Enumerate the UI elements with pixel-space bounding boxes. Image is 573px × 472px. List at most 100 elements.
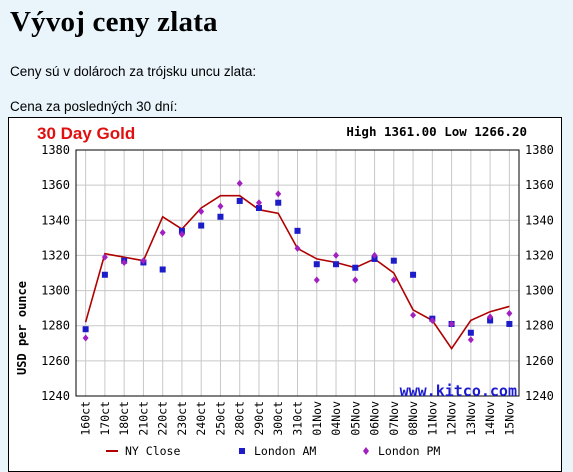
- y-axis-right: 1380 1360 1340 1320 1300 1280 1260 1240: [525, 143, 554, 403]
- point-london-pm: [313, 276, 320, 284]
- point-london-pm: [448, 320, 455, 328]
- point-london-pm: [410, 311, 417, 319]
- y-axis-label: USD per ounce: [15, 281, 29, 375]
- x-tick-label: 240ct: [194, 401, 208, 436]
- legend-label: NY Close: [125, 444, 180, 458]
- point-london-am: [275, 199, 282, 206]
- point-london-pm: [371, 251, 378, 259]
- x-tick-label: 11Nov: [425, 401, 439, 436]
- point-london-am: [352, 264, 359, 271]
- x-tick-label: 310ct: [291, 401, 305, 436]
- point-london-pm: [467, 336, 474, 344]
- point-london-pm: [198, 208, 205, 215]
- y-tick-label-left: 1280: [41, 319, 70, 333]
- point-london-am: [178, 227, 185, 234]
- x-tick-label: 280ct: [233, 401, 247, 436]
- point-london-am: [333, 261, 340, 268]
- page-title: Vývoj ceny zlata: [10, 6, 218, 38]
- y-tick-label-right: 1260: [525, 354, 554, 368]
- x-tick-label: 15Nov: [502, 401, 516, 436]
- x-tick-label: 01Nov: [310, 401, 324, 436]
- point-london-am: [390, 257, 397, 264]
- point-london-am: [159, 266, 166, 273]
- series-layer: [82, 179, 513, 351]
- point-london-pm: [121, 258, 128, 266]
- x-tick-label: 13Nov: [464, 401, 478, 436]
- point-london-am: [487, 317, 494, 324]
- point-london-pm: [275, 190, 282, 198]
- y-axis-left: 1380 1360 1340 1320 1300 1280 1260 1240: [41, 143, 70, 403]
- y-tick-label-left: 1300: [41, 284, 70, 298]
- x-tick-label: 300ct: [271, 401, 285, 436]
- y-tick-label-right: 1300: [525, 284, 554, 298]
- period-label: Cena za posledných 30 dní:: [10, 99, 178, 114]
- point-london-pm: [255, 199, 262, 207]
- y-tick-label-left: 1340: [41, 213, 70, 227]
- x-tick-label: 12Nov: [445, 401, 459, 436]
- y-tick-label-left: 1320: [41, 248, 70, 262]
- point-london-am: [255, 204, 262, 211]
- x-tick-label: 07Nov: [387, 401, 401, 436]
- legend-label: London PM: [378, 444, 440, 458]
- y-tick-label-right: 1240: [525, 389, 554, 403]
- kitco-watermark: www.kitco.com: [400, 382, 517, 400]
- chart-title: 30 Day Gold: [37, 124, 135, 143]
- point-london-am: [506, 320, 513, 327]
- x-tick-label: 250ct: [213, 401, 227, 436]
- y-tick-label-right: 1380: [525, 143, 554, 157]
- x-tick-label: 210ct: [136, 401, 150, 436]
- gold-price-chart: 1380 1360 1340 1320 1300 1280 1260 1240 1380 136…: [8, 117, 562, 472]
- legend-swatch-london-am: [239, 448, 245, 454]
- point-london-pm: [101, 253, 108, 261]
- x-tick-label: 05Nov: [348, 401, 362, 436]
- point-london-am: [371, 255, 378, 262]
- intro-text: Ceny sú v dolároch za trójsku uncu zlata…: [10, 64, 257, 79]
- y-tick-label-right: 1360: [525, 178, 554, 192]
- point-london-pm: [159, 229, 166, 237]
- y-tick-label-left: 1380: [41, 143, 70, 157]
- plot-frame: [75, 149, 520, 397]
- high-low-label: High 1361.00 Low 1266.20: [346, 124, 527, 139]
- y-tick-label-left: 1240: [41, 389, 70, 403]
- x-tick-label: 160ct: [79, 401, 93, 436]
- point-london-pm: [217, 202, 224, 210]
- point-london-am: [294, 227, 301, 234]
- point-london-pm: [487, 313, 494, 321]
- x-tick-label: 230ct: [175, 401, 189, 436]
- legend: NY Close London AM London PM: [106, 444, 440, 458]
- x-tick-label: 04Nov: [329, 401, 343, 436]
- point-london-pm: [352, 276, 359, 284]
- y-tick-label-right: 1340: [525, 213, 554, 227]
- point-london-pm: [294, 244, 301, 252]
- chart-canvas: 1380 1360 1340 1320 1300 1280 1260 1240 1380 136…: [15, 124, 554, 458]
- x-tick-label: 290ct: [252, 401, 266, 436]
- legend-label: London AM: [254, 444, 316, 458]
- x-tick-label: 180ct: [117, 401, 131, 436]
- point-london-am: [217, 213, 224, 220]
- x-tick-label: 220ct: [156, 401, 170, 436]
- point-london-am: [101, 271, 108, 278]
- point-london-am: [410, 271, 417, 278]
- legend-swatch-london-pm: [363, 447, 369, 455]
- point-london-pm: [82, 334, 89, 342]
- y-tick-label-left: 1360: [41, 178, 70, 192]
- point-london-pm: [429, 316, 436, 324]
- chart-grid: [76, 149, 519, 397]
- point-london-pm: [333, 251, 340, 259]
- point-london-pm: [236, 179, 243, 187]
- point-london-am: [82, 326, 89, 333]
- x-tick-label: 06Nov: [368, 401, 382, 436]
- x-tick-label: 14Nov: [483, 401, 497, 436]
- x-axis: 160ct 170ct 180ct 210ct 220ct 230ct 240ct 250ct…: [79, 401, 517, 436]
- y-tick-label-right: 1320: [525, 248, 554, 262]
- point-london-am: [236, 197, 243, 204]
- point-london-pm: [140, 257, 147, 265]
- point-london-am: [467, 329, 474, 336]
- point-london-am: [198, 222, 205, 229]
- y-tick-label-left: 1260: [41, 354, 70, 368]
- point-london-pm: [178, 230, 185, 238]
- point-london-pm: [390, 276, 397, 284]
- y-tick-label-right: 1280: [525, 319, 554, 333]
- x-tick-label: 08Nov: [406, 401, 420, 436]
- point-london-pm: [506, 309, 513, 317]
